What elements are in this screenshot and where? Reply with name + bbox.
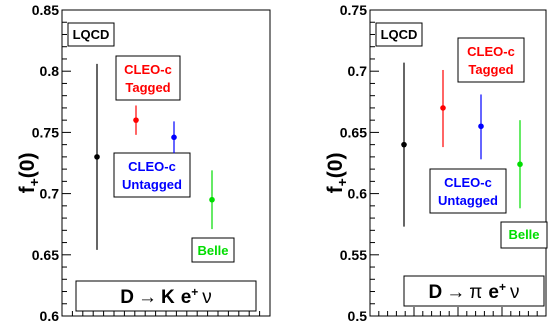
process-meson: K bbox=[161, 287, 175, 308]
process-neutrino: ν bbox=[510, 282, 520, 303]
data-point bbox=[517, 161, 523, 168]
data-point bbox=[401, 141, 407, 148]
y-tick-label: 0.65 bbox=[32, 247, 59, 263]
y-axis-label-subscript: + bbox=[26, 178, 42, 186]
process-label-box bbox=[75, 280, 257, 312]
tagged-label-box bbox=[457, 37, 525, 83]
untagged-label-line2: Untagged bbox=[438, 193, 498, 208]
process-arrow: → bbox=[138, 287, 157, 308]
panel-2: 0.50.550.60.650.70.75f+(0)LQCDCLEO-cTagg… bbox=[324, 2, 548, 324]
process-lepton: e bbox=[181, 287, 192, 308]
y-tick-label: 0.85 bbox=[32, 2, 59, 18]
y-tick-label: 0.65 bbox=[340, 124, 367, 140]
data-point bbox=[94, 154, 100, 160]
y-axis-label-subscript: + bbox=[334, 178, 350, 186]
lqcd-label: LQCD bbox=[73, 27, 110, 42]
y-axis-label-main: f bbox=[16, 185, 39, 193]
lqcd-label-box bbox=[67, 22, 115, 47]
process-parent: D bbox=[120, 287, 134, 308]
tagged-label-line1: CLEO-c bbox=[467, 44, 515, 59]
untagged-label-box bbox=[113, 152, 191, 198]
y-tick-label: 0.55 bbox=[340, 247, 367, 263]
process-lepton: e bbox=[488, 282, 499, 303]
y-tick-label: 0.8 bbox=[40, 63, 60, 79]
belle-label: Belle bbox=[197, 243, 228, 258]
data-point bbox=[133, 117, 139, 123]
tagged-label-line1: CLEO-c bbox=[124, 62, 172, 77]
process-label-box bbox=[403, 275, 545, 307]
y-axis-label-tail: (0) bbox=[16, 153, 39, 179]
data-point bbox=[171, 134, 177, 141]
untagged-label-line1: CLEO-c bbox=[128, 159, 176, 174]
y-tick-label: 0.75 bbox=[340, 2, 367, 18]
untagged-label-line1: CLEO-c bbox=[444, 175, 492, 190]
y-tick-label: 0.6 bbox=[348, 186, 368, 202]
data-point bbox=[440, 105, 446, 111]
y-axis-label-tail: (0) bbox=[324, 153, 347, 179]
lqcd-label-box bbox=[375, 22, 423, 47]
y-axis-label: f+(0) bbox=[16, 153, 42, 194]
tagged-label-line2: Tagged bbox=[468, 62, 513, 77]
panel-1: 0.60.650.70.750.80.85f+(0)LQCDCLEO-cTagg… bbox=[16, 2, 271, 324]
y-tick-label: 0.5 bbox=[348, 308, 368, 324]
lqcd-label: LQCD bbox=[381, 27, 418, 42]
process-charge: + bbox=[191, 285, 198, 299]
tagged-label-box bbox=[115, 55, 181, 101]
process-charge: + bbox=[499, 280, 506, 294]
data-point bbox=[478, 123, 484, 130]
process-meson: π bbox=[469, 282, 482, 303]
process-label: D → π e+ ν bbox=[429, 280, 520, 303]
y-tick-label: 0.7 bbox=[40, 186, 60, 202]
y-tick-label: 0.75 bbox=[32, 124, 59, 140]
y-tick-label: 0.7 bbox=[348, 63, 368, 79]
belle-label-box bbox=[500, 221, 548, 249]
tagged-label-line2: Tagged bbox=[125, 80, 170, 95]
untagged-label-line2: Untagged bbox=[122, 177, 182, 192]
belle-label: Belle bbox=[508, 227, 539, 242]
data-point bbox=[209, 196, 215, 203]
belle-label-box bbox=[191, 237, 235, 263]
process-parent: D bbox=[429, 282, 443, 303]
y-axis-label: f+(0) bbox=[324, 153, 350, 194]
y-axis-label-main: f bbox=[324, 185, 347, 193]
y-tick-label: 0.6 bbox=[40, 308, 60, 324]
untagged-label-box bbox=[429, 168, 507, 214]
process-neutrino: ν bbox=[202, 287, 212, 308]
process-arrow: → bbox=[446, 282, 465, 303]
